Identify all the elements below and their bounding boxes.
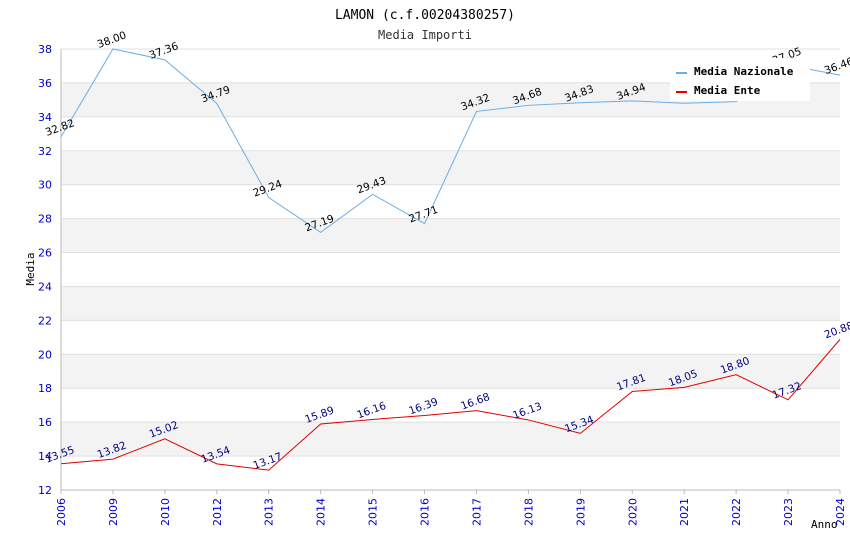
y-tick-label: 14 — [38, 450, 52, 463]
y-tick-label: 38 — [38, 43, 52, 56]
y-tick-label: 34 — [38, 111, 52, 124]
grid-band — [61, 422, 840, 457]
data-label-media-ente: 20.88 — [823, 320, 850, 342]
y-tick-label: 28 — [38, 213, 52, 226]
series-line-media-nazionale — [60, 48, 841, 233]
y-tick-label: 24 — [38, 280, 52, 293]
x-tick-label: 2015 — [367, 498, 380, 526]
x-tick-label: 2013 — [263, 498, 276, 526]
legend-label-media-ente: Media Ente — [694, 84, 761, 97]
x-tick-label: 2006 — [55, 498, 68, 526]
x-tick-label: 2009 — [107, 498, 120, 526]
y-tick-label: 20 — [38, 348, 52, 361]
y-tick-label: 36 — [38, 77, 52, 90]
y-tick-label: 26 — [38, 247, 52, 260]
grid-band — [61, 218, 840, 253]
chart-title: LAMON (c.f.00204380257) — [335, 8, 515, 23]
y-axis-label: Media — [24, 252, 37, 285]
legend-label-media-nazionale: Media Nazionale — [694, 65, 794, 78]
y-axis-ticks: 12 14 16 18 20 22 24 26 28 30 32 34 36 38 — [38, 43, 52, 497]
x-tick-label: 2016 — [419, 498, 432, 526]
data-label-media-nazionale: 37.36 — [148, 40, 181, 62]
x-tick-label: 2010 — [159, 498, 172, 526]
legend: Media Nazionale Media Ente — [670, 58, 810, 101]
data-label-media-ente: 16.68 — [459, 391, 491, 413]
grid-band — [61, 354, 840, 389]
y-tick-label: 18 — [38, 382, 52, 395]
y-tick-label: 16 — [38, 416, 52, 429]
x-axis-label: Anno — [811, 518, 838, 531]
x-tick-label: 2020 — [626, 498, 639, 526]
x-tick-label: 2023 — [782, 498, 795, 526]
x-tick-label: 2019 — [574, 498, 587, 526]
y-tick-label: 30 — [38, 179, 52, 192]
grid-bands — [61, 82, 840, 457]
x-tick-label: 2022 — [730, 498, 743, 526]
grid-band — [61, 286, 840, 321]
y-tick-label: 32 — [38, 145, 52, 158]
x-tick-label: 2017 — [470, 498, 483, 526]
y-tick-label: 22 — [38, 314, 52, 327]
x-tick-label: 2018 — [522, 498, 535, 526]
data-label-media-nazionale: 38.00 — [96, 29, 128, 51]
x-tick-label: 2012 — [211, 498, 224, 526]
x-tick-label: 2021 — [678, 498, 691, 526]
data-label-media-nazionale: 36.46 — [823, 55, 850, 77]
data-label-media-ente: 16.13 — [511, 400, 543, 422]
x-tick-label: 2024 — [834, 498, 847, 526]
legend-box — [670, 58, 810, 101]
x-axis-ticks: 2006 2009 2010 2012 2013 2014 2015 2016 2017 2018… — [55, 490, 847, 526]
x-tick-label: 2014 — [315, 498, 328, 526]
series-line-media-ente — [60, 339, 841, 471]
chart-subtitle: Media Importi — [378, 28, 472, 42]
y-tick-label: 12 — [38, 484, 52, 497]
